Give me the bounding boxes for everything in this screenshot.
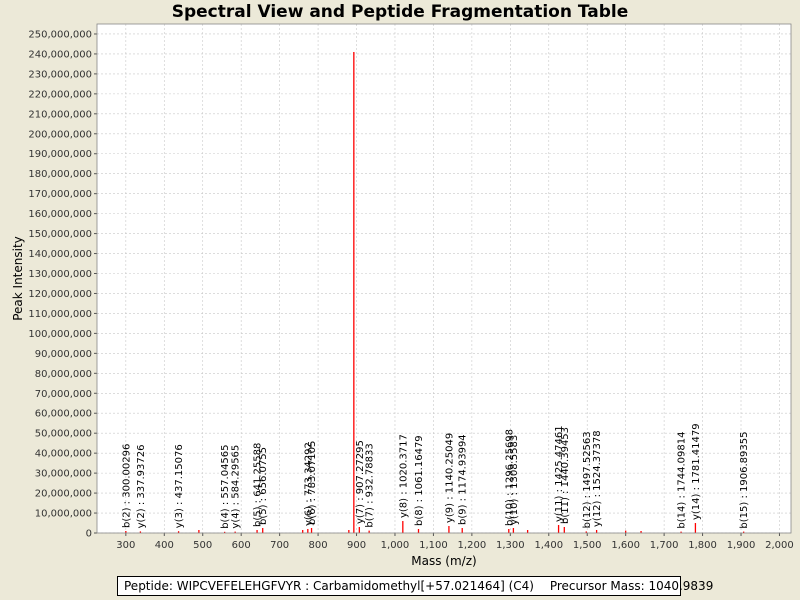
fragment-label: b(9) : 1174.93994 [458, 434, 469, 525]
x-tick-label: 600 [232, 540, 251, 551]
fragment-label: b(5) : 656.0755 [258, 447, 269, 525]
fragment-label: y(10) : 1308.5583 [509, 435, 520, 525]
x-tick-label: 2,000 [765, 540, 794, 551]
y-tick-label: 180,000,000 [28, 169, 92, 180]
x-tick-label: 400 [155, 540, 174, 551]
y-tick-label: 50,000,000 [35, 429, 92, 440]
x-tick-label: 1,700 [650, 540, 679, 551]
fragment-label: y(7) : 907.27295 [355, 440, 366, 524]
fragment-label: y(6) : 773.34292 [303, 442, 314, 526]
y-tick-label: 120,000,000 [28, 289, 92, 300]
y-tick-label: 100,000,000 [28, 329, 92, 340]
y-tick-label: 90,000,000 [35, 349, 92, 360]
grid-lines [97, 24, 791, 534]
chart-title: Spectral View and Peptide Fragmentation … [171, 2, 629, 22]
y-axis-label: Peak Intensity [11, 236, 25, 321]
plot-border [96, 23, 792, 534]
x-tick-label: 900 [347, 540, 366, 551]
y-tick-label: 220,000,000 [28, 89, 92, 100]
fragment-label: b(5) : 641.25588 [253, 443, 264, 527]
fragment-label: b(11) : 1440.39453 [560, 427, 571, 524]
fragment-label: y(2) : 337.93726 [136, 445, 147, 529]
x-tick-label: 1,100 [419, 540, 448, 551]
y-tick-label: 170,000,000 [28, 189, 92, 200]
y-tick-label: 10,000,000 [35, 509, 92, 520]
y-tick-label: 110,000,000 [28, 309, 92, 320]
fragment-label: b(14) : 1744.09814 [677, 432, 688, 529]
y-tick-label: 80,000,000 [35, 369, 92, 380]
x-tick-label: 500 [193, 540, 212, 551]
peptide-info-box: Peptide: WIPCVEFELEHGFVYR : Carbamidomet… [117, 576, 713, 596]
fragment-label: y(12) : 1524.37378 [592, 430, 603, 527]
x-tick-label: 1,200 [458, 540, 487, 551]
x-tick-label: 300 [116, 540, 135, 551]
y-tick-label: 210,000,000 [28, 109, 92, 120]
fragment-label: y(14) : 1781.41479 [691, 423, 702, 520]
fragment-label: b(10) : 1296.25698 [504, 429, 515, 526]
y-tick-label: 150,000,000 [28, 229, 92, 240]
x-tick-label: 1,400 [534, 540, 563, 551]
x-tick-label: 1,800 [688, 540, 717, 551]
x-tick-label: 1,500 [573, 540, 602, 551]
y-tick-label: 190,000,000 [28, 149, 92, 160]
y-tick-label: 250,000,000 [28, 29, 92, 40]
x-tick-label: 1,600 [611, 540, 640, 551]
fragment-label: b(12) : 1497.52563 [582, 431, 593, 528]
fragment-label: y(4) : 584.29565 [231, 445, 242, 529]
fragment-label: b(15) : 1906.89355 [739, 432, 750, 529]
fragment-label: y(9) : 1140.25049 [444, 433, 455, 523]
y-tick-label: 20,000,000 [35, 489, 92, 500]
y-tick-label: 230,000,000 [28, 69, 92, 80]
fragment-label: b(2) : 300.00296 [121, 444, 132, 528]
fragment-label: b(6) : 783.07105 [307, 441, 318, 525]
fragment-label: b(8) : 1061.16479 [414, 435, 425, 526]
peptide-info: Peptide: WIPCVEFELEHGFVYR : Carbamidomet… [124, 579, 534, 593]
fragment-label: y(11) : 1425.47461 [554, 425, 565, 522]
x-tick-label: 1,000 [381, 540, 410, 551]
precursor-mass: Precursor Mass: 1040.9839 [549, 579, 714, 593]
y-tick-label: 30,000,000 [35, 469, 92, 480]
y-tick-label: 0 [86, 529, 92, 540]
fragment-annotations: b(2) : 300.00296 y(2) : 337.93726 y(3) : 4… [121, 423, 750, 528]
x-tick-label: 1,300 [496, 540, 525, 551]
axes: 0 10,000,000 20,000,000 30,000,000 40,000,00… [28, 23, 794, 551]
x-tick-label: 700 [270, 540, 289, 551]
fragment-label: y(3) : 437.15076 [174, 444, 185, 528]
x-tick-label: 800 [309, 540, 328, 551]
y-tick-label: 140,000,000 [28, 249, 92, 260]
y-tick-label: 200,000,000 [28, 129, 92, 140]
x-axis-label: Mass (m/z) [411, 554, 476, 568]
y-tick-label: 160,000,000 [28, 209, 92, 220]
fragment-label: b(7) : 932.78833 [365, 443, 376, 527]
fragment-label: b(4) : 557.04565 [220, 444, 231, 528]
plot-area [97, 24, 791, 533]
y-tick-label: 60,000,000 [35, 409, 92, 420]
y-tick-label: 70,000,000 [35, 389, 92, 400]
x-tick-label: 1,900 [727, 540, 756, 551]
fragment-label: y(8) : 1020.3717 [398, 434, 409, 518]
y-tick-label: 130,000,000 [28, 269, 92, 280]
y-tick-label: 240,000,000 [28, 49, 92, 60]
y-tick-label: 40,000,000 [35, 449, 92, 460]
